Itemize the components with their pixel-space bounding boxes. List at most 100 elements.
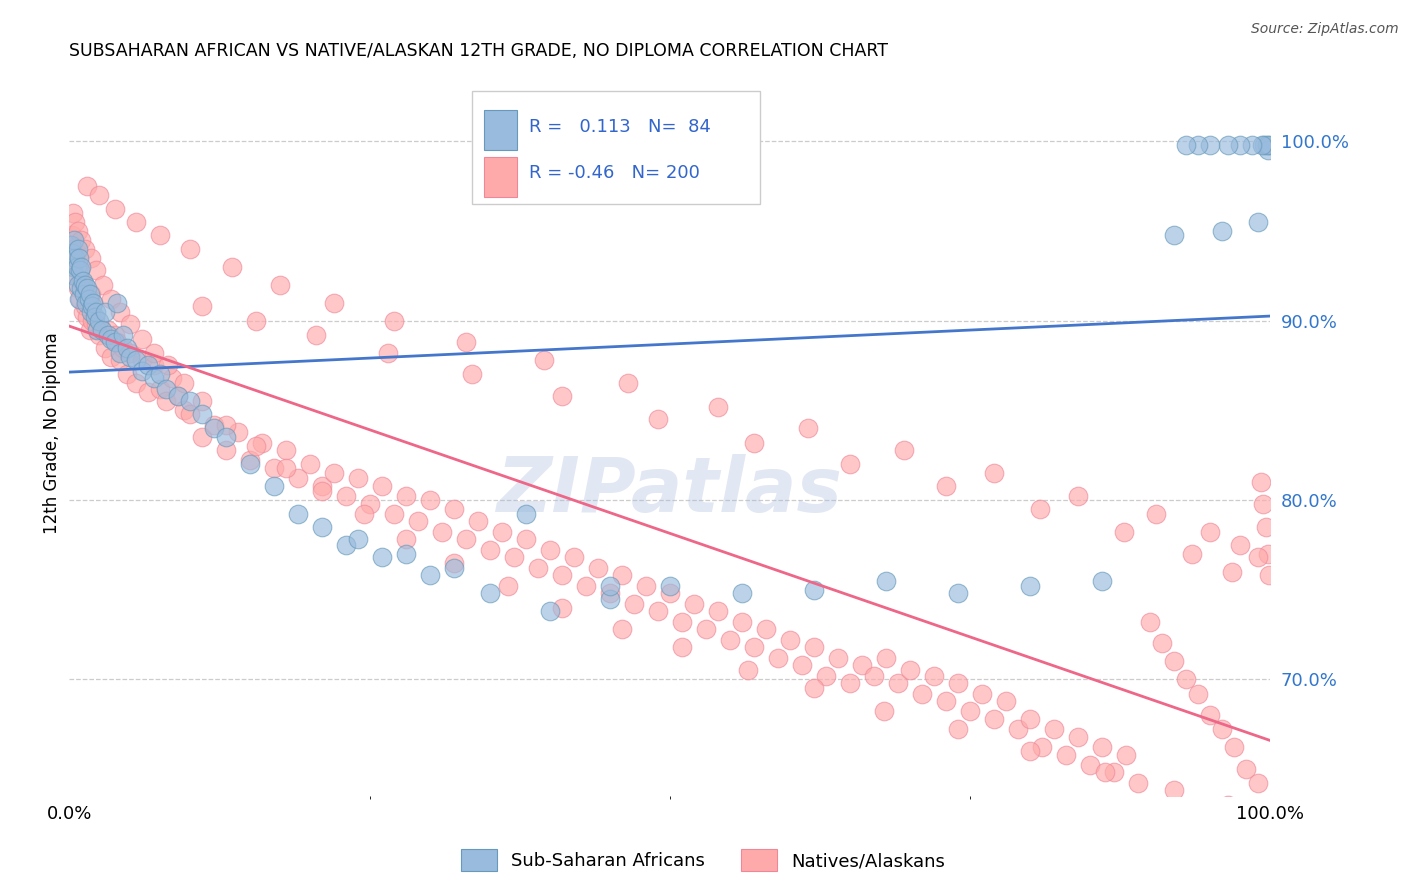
Point xyxy=(533,353,555,368)
Point xyxy=(718,632,741,647)
Point xyxy=(190,299,212,313)
Point xyxy=(226,425,249,439)
Point xyxy=(70,233,93,247)
Point xyxy=(1251,137,1274,152)
Point xyxy=(75,242,97,256)
Point xyxy=(478,586,501,600)
Point xyxy=(67,251,90,265)
Point xyxy=(86,323,108,337)
Point xyxy=(370,478,392,492)
Point xyxy=(335,538,357,552)
Point xyxy=(935,478,957,492)
Point xyxy=(239,453,262,467)
Point xyxy=(166,389,188,403)
Point xyxy=(1144,508,1167,522)
Point xyxy=(551,389,574,403)
Point xyxy=(1199,525,1222,540)
Point xyxy=(430,525,453,540)
Point xyxy=(1091,574,1114,588)
Point xyxy=(346,533,368,547)
Point xyxy=(1223,740,1246,755)
Point xyxy=(97,328,120,343)
Point xyxy=(70,260,93,274)
Point xyxy=(683,597,706,611)
Point xyxy=(1258,568,1281,582)
Point xyxy=(63,233,86,247)
Legend: Sub-Saharan Africans, Natives/Alaskans: Sub-Saharan Africans, Natives/Alaskans xyxy=(453,842,953,879)
Point xyxy=(707,400,730,414)
Point xyxy=(142,371,165,385)
Point xyxy=(707,604,730,618)
Point xyxy=(311,483,333,498)
Point xyxy=(419,568,441,582)
Point xyxy=(311,520,333,534)
Point xyxy=(803,681,825,696)
Point xyxy=(65,268,87,283)
Point xyxy=(617,376,640,391)
Point xyxy=(62,206,84,220)
Point xyxy=(148,368,170,382)
Point xyxy=(148,382,170,396)
Point xyxy=(515,508,537,522)
Y-axis label: 12th Grade, No Diploma: 12th Grade, No Diploma xyxy=(44,332,60,533)
Text: R = -0.46   N= 200: R = -0.46 N= 200 xyxy=(530,164,700,182)
Point xyxy=(83,310,105,324)
Point xyxy=(305,328,328,343)
Point xyxy=(72,304,94,318)
Point xyxy=(60,227,83,242)
Point xyxy=(112,328,135,343)
Point xyxy=(797,421,820,435)
Point xyxy=(322,295,344,310)
Point xyxy=(1128,776,1150,790)
Point xyxy=(1218,137,1240,152)
Point xyxy=(80,304,103,318)
Point xyxy=(502,550,524,565)
Point xyxy=(1112,525,1135,540)
Point xyxy=(443,556,465,570)
Point xyxy=(599,579,621,593)
Point xyxy=(73,286,96,301)
Point xyxy=(79,286,101,301)
FancyBboxPatch shape xyxy=(484,110,517,150)
Point xyxy=(76,281,98,295)
Point xyxy=(1031,740,1053,755)
Point xyxy=(107,295,129,310)
Point xyxy=(658,579,681,593)
Point xyxy=(1067,730,1090,744)
Point xyxy=(118,346,141,360)
Point xyxy=(66,245,89,260)
Point xyxy=(1253,137,1275,152)
Point xyxy=(1256,137,1278,152)
Point xyxy=(623,597,645,611)
Point xyxy=(202,417,225,432)
Point xyxy=(107,335,129,350)
Point xyxy=(658,586,681,600)
Point xyxy=(274,442,297,457)
Point xyxy=(108,353,131,368)
Point xyxy=(443,502,465,516)
Point xyxy=(346,471,368,485)
Point xyxy=(63,256,86,270)
Point xyxy=(395,547,418,561)
Point xyxy=(1241,137,1264,152)
Point xyxy=(1218,797,1240,812)
Point xyxy=(214,417,236,432)
Point xyxy=(586,561,609,575)
Point xyxy=(1187,687,1209,701)
Point xyxy=(551,600,574,615)
Point xyxy=(245,439,267,453)
Point xyxy=(983,466,1005,480)
Point xyxy=(1247,776,1270,790)
FancyBboxPatch shape xyxy=(472,92,761,204)
Point xyxy=(1029,502,1052,516)
Point xyxy=(515,533,537,547)
Point xyxy=(131,364,153,378)
Point xyxy=(1139,615,1161,629)
Point xyxy=(454,533,477,547)
Point xyxy=(382,313,405,327)
Point xyxy=(65,251,87,265)
Point xyxy=(395,489,418,503)
Point xyxy=(131,353,153,368)
Point xyxy=(1211,723,1233,737)
Point xyxy=(1175,137,1198,152)
